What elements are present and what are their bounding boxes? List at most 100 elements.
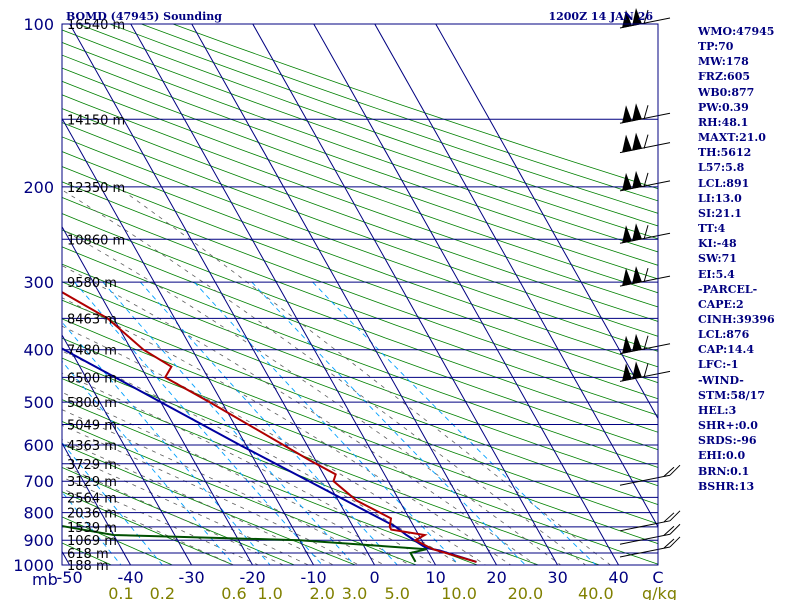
mixing-ratio-line (62, 441, 163, 565)
moist-adiabat (62, 439, 335, 565)
mixing-ratio-tick-label: 0.6 (221, 584, 246, 600)
isotherm (69, 24, 376, 565)
mixing-ratio-line (62, 360, 235, 565)
dry-adiabat (62, 246, 658, 468)
moist-adiabat (62, 350, 462, 565)
mixing-ratio-line (312, 281, 597, 565)
isotherms (0, 0, 658, 576)
dry-adiabat (62, 516, 174, 565)
height-label: 7480 m (67, 344, 117, 359)
index-item: KI:-48 (698, 237, 737, 251)
isotherm (0, 0, 15, 576)
index-item: L57:5.8 (698, 161, 745, 175)
pressure-label: 500 (23, 393, 54, 412)
index-item: LI:13.0 (698, 191, 742, 205)
moist-adiabat (62, 409, 386, 565)
sounding-profiles (62, 291, 477, 563)
temperature-tick-labels: -50 -40 -30 -20 -10 0 10 20 30 40 C (57, 568, 664, 587)
temperature-tick-label: 10 (425, 568, 445, 587)
mixing-ratio-tick-label: 20.0 (508, 584, 544, 600)
mixing-ratio-line (102, 281, 356, 565)
isotherm (435, 24, 658, 420)
dry-adiabats (62, 24, 658, 565)
dry-adiabat (62, 263, 658, 487)
pressure-unit-label: mb (32, 570, 58, 589)
wind-barb (619, 361, 671, 382)
temperature-tick-label: 30 (547, 568, 567, 587)
pressure-labels: 100 200 300 400 500 600 700 800 900 1000 (13, 15, 54, 575)
index-item: EI:5.4 (698, 267, 735, 281)
height-label: 5049 m (67, 419, 117, 434)
plot-frame (61, 23, 659, 566)
stability-indices: WMO:47945 TP:70 MW:178 FRZ:605 WB0:877 PW:0.3… (698, 24, 775, 494)
isotherm (191, 24, 498, 565)
index-item: FRZ:605 (698, 70, 751, 84)
index-item: PW:0.39 (698, 100, 749, 114)
pressure-label: 400 (23, 341, 54, 360)
temperature-tick-label: 40 (608, 568, 628, 587)
index-item: TT:4 (698, 222, 726, 236)
height-label: 10860 m (67, 233, 125, 248)
mixing-ratio-line (139, 281, 398, 565)
wind-barb (619, 536, 681, 558)
height-label: 4363 m (67, 439, 117, 454)
parcel-trace (62, 347, 477, 563)
pressure-label: 800 (23, 504, 54, 523)
index-item: WMO:47945 (698, 25, 775, 38)
height-label: 14150 m (67, 113, 125, 128)
temperature-trace (62, 291, 477, 563)
mixing-ratio-tick-label: 40.0 (578, 584, 614, 600)
mixing-ratio-line (193, 281, 460, 565)
height-label: 9580 m (67, 276, 117, 291)
height-label: 618 m (67, 547, 109, 562)
wind-barb (619, 223, 671, 244)
wind-barb (619, 464, 681, 486)
index-item: SI:21.1 (698, 206, 742, 220)
temperature-tick-label: -30 (179, 568, 205, 587)
pressure-label: 600 (23, 436, 54, 455)
height-label: 5800 m (67, 396, 117, 411)
index-item: -PARCEL- (698, 282, 758, 296)
index-item: TH:5612 (698, 146, 752, 160)
pressure-label: 100 (23, 15, 54, 34)
temperature-tick-label: -40 (118, 568, 144, 587)
moist-adiabat (117, 186, 612, 565)
mixing-ratio-line (74, 281, 323, 565)
temperature-tick-label: 20 (486, 568, 506, 587)
index-item: CAPE:2 (698, 297, 744, 311)
index-item: TP:70 (698, 40, 734, 54)
index-item: LCL:891 (698, 176, 750, 190)
index-item: MW:178 (698, 55, 749, 69)
wind-barb (619, 510, 681, 532)
temperature-tick-label: -50 (57, 568, 83, 587)
mixing-ratio-lines (62, 281, 597, 565)
dry-adiabat (62, 299, 658, 525)
temperature-tick-label: C (652, 568, 663, 587)
height-label: 1069 m (67, 534, 117, 549)
temperature-tick-label: 0 (369, 568, 379, 587)
dry-adiabat (140, 24, 658, 202)
index-item: MAXT:21.0 (698, 131, 766, 145)
index-item: SRDS:-96 (698, 434, 757, 448)
index-item: CINH:39396 (698, 312, 775, 326)
pressure-label: 300 (23, 273, 54, 292)
wind-barb (619, 523, 681, 545)
moist-adiabat (62, 464, 285, 565)
wind-barb (619, 333, 671, 355)
wind-barb (619, 132, 671, 154)
mixing-ratio-unit-label: g/kg (642, 584, 677, 600)
isotherm (62, 334, 193, 565)
isotherm (313, 24, 620, 565)
mixing-ratio-line (251, 281, 527, 565)
index-item: LCL:876 (698, 328, 750, 342)
isotherm (62, 117, 315, 565)
height-label: 2036 m (67, 507, 117, 522)
height-label: 188 m (67, 559, 109, 574)
dry-adiabat (62, 491, 235, 565)
index-item: WB0:877 (698, 85, 755, 99)
dry-adiabat (108, 24, 658, 214)
index-item: CAP:14.4 (698, 343, 755, 357)
pressure-label: 900 (23, 531, 54, 550)
dry-adiabat (62, 337, 658, 565)
index-item: EHI:0.0 (698, 449, 746, 463)
